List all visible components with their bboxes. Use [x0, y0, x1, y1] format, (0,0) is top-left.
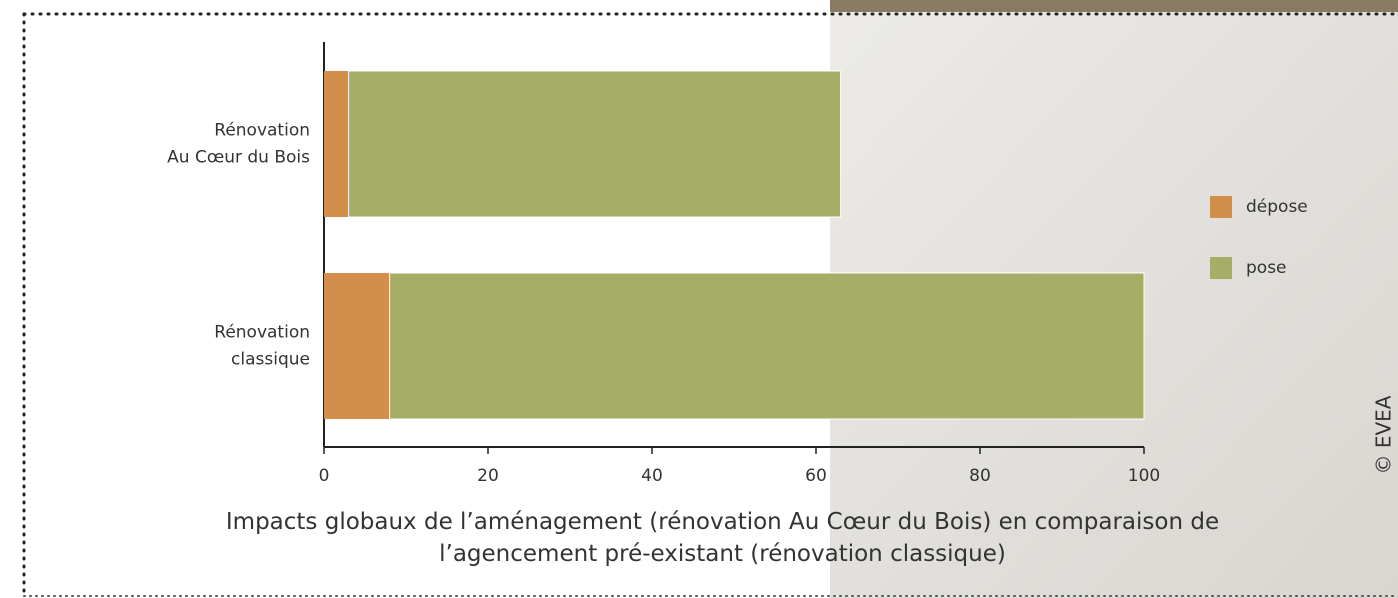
legend-label: pose	[1246, 258, 1287, 278]
x-tick-label: 20	[477, 466, 499, 486]
y-tick-label: Au Cœur du Bois	[167, 148, 310, 168]
y-tick-label: classique	[231, 350, 310, 370]
y-tick-label: Rénovation	[214, 323, 310, 343]
bar-segment	[389, 272, 1145, 420]
bar-segment	[348, 70, 842, 218]
photo-edge	[830, 0, 1398, 12]
legend-label: dépose	[1246, 197, 1308, 217]
y-tick-label: Rénovation	[214, 121, 310, 141]
bar-segment	[324, 71, 349, 217]
x-tick-label: 0	[319, 466, 330, 486]
bar-segment	[324, 273, 390, 419]
legend-swatch	[1210, 257, 1232, 279]
x-tick-label: 100	[1128, 466, 1160, 486]
legend-swatch	[1210, 196, 1232, 218]
x-tick-label: 80	[969, 466, 991, 486]
chart-title: Impacts globaux de l’aménagement (rénova…	[225, 509, 1220, 567]
x-tick-label: 40	[641, 466, 663, 486]
credit: © EVEA	[1372, 395, 1396, 474]
x-tick-label: 60	[805, 466, 827, 486]
